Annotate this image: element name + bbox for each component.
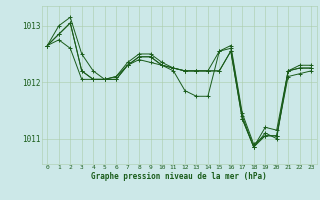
X-axis label: Graphe pression niveau de la mer (hPa): Graphe pression niveau de la mer (hPa) (91, 172, 267, 181)
